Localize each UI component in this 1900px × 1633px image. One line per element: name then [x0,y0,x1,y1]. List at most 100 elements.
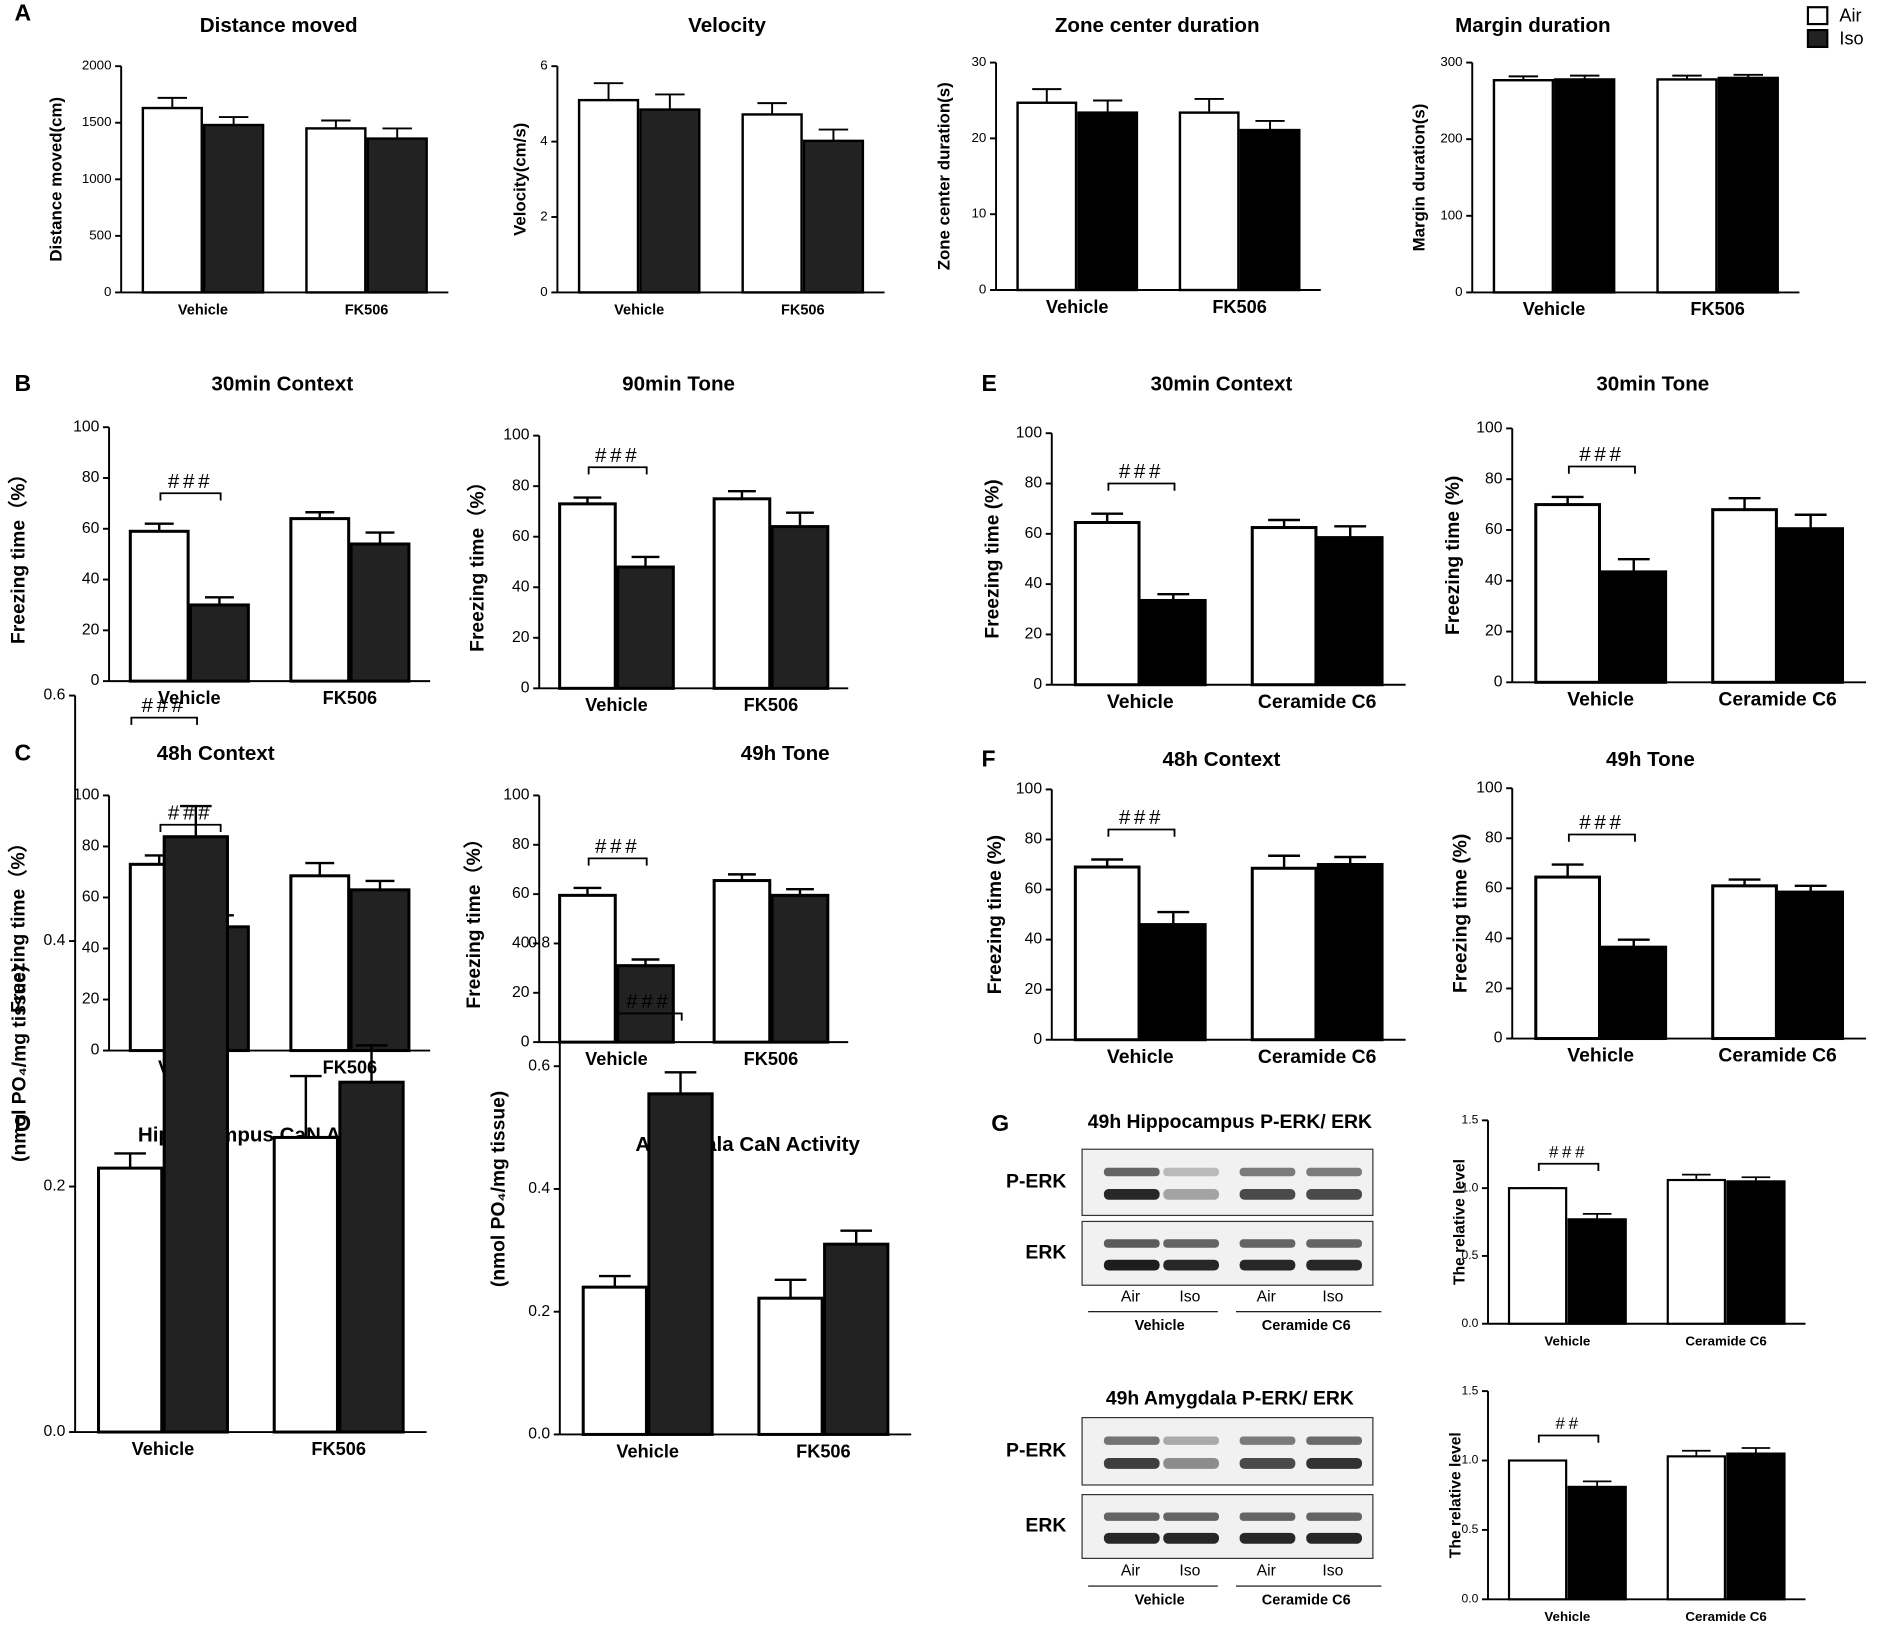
bar [289,874,351,1053]
bar [1316,863,1384,1042]
error-bar [1093,99,1123,113]
bar [1777,527,1845,684]
bar [741,113,803,294]
x-tick-label: Vehicle [1107,692,1174,713]
significance-label: ### [626,990,671,1013]
y-tick-label: 60 [1485,521,1503,538]
significance-label: ### [142,694,187,717]
y-tick-label: 80 [82,838,100,855]
chart-title: 30min Context [1151,373,1293,396]
error-bar [355,1044,388,1083]
y-tick-label: 0.6 [44,687,66,704]
error-bar [1091,858,1124,868]
error-bar [204,596,234,605]
y-tick-label: 40 [1485,572,1503,589]
chart-title: Velocity [688,14,766,37]
significance-bracket [159,823,222,832]
error-bar [573,886,602,896]
chart-title: 48h Context [1163,748,1281,771]
x-tick-label: Ceramide C6 [1258,692,1377,713]
blot-row-label: P-ERK [1006,1440,1066,1461]
y-tick-label: 100 [1016,781,1043,798]
y-tick-label: 60 [512,528,530,545]
y-tick-label: 6 [540,58,547,73]
error-bar [218,116,249,126]
error-bar [1508,75,1539,81]
y-tick-label: 20 [512,984,530,1001]
bar [558,893,617,1044]
blot-band [1239,1239,1296,1248]
bar [1534,503,1602,684]
error-bar [786,511,814,527]
blot-image [1081,1494,1374,1559]
x-tick-label: FK506 [781,302,825,318]
error-bar [1194,98,1224,113]
y-tick-label: 0.0 [44,1423,66,1440]
y-axis-label: Freezing time (%) [1443,476,1464,635]
blot-band [1103,1188,1160,1200]
bar [1656,78,1718,294]
y-tick-label: 200 [1440,131,1462,146]
y-tick-label: 80 [512,477,530,494]
blot-band [1103,1458,1160,1469]
error-bar [1551,495,1584,505]
error-bar [1617,938,1650,948]
blot-band [1163,1239,1220,1248]
error-bar [144,522,174,532]
error-bar [757,102,787,115]
bar [1711,884,1778,1041]
error-bar [599,1274,631,1288]
y-tick-label: 60 [1485,880,1503,897]
bar [1073,865,1141,1042]
blot-band [1306,1239,1362,1248]
y-tick-label: 0 [540,284,547,299]
x-tick-label: FK506 [323,1057,378,1077]
bar [639,108,701,294]
chart-title: 49h Tone [1606,748,1695,771]
bar [1139,598,1207,687]
blot-band [1306,1167,1362,1177]
y-tick-label: 0 [979,282,986,297]
bar [1016,101,1078,292]
blot-band [1306,1532,1362,1544]
x-tick-label: Vehicle [585,1049,648,1069]
bar [202,123,265,294]
y-tick-label: 80 [1025,831,1043,848]
y-tick-label: 40 [82,940,100,957]
bar [349,542,411,683]
y-axis-label: Zone center duration(s) [935,82,954,270]
y-tick-label: 80 [1025,475,1043,492]
bar [712,497,772,690]
y-tick-label: 1500 [82,114,112,129]
bar [366,137,428,294]
y-tick-label: 0 [104,284,111,299]
bar [581,1285,648,1436]
panel-label: G [991,1110,1009,1136]
blot-band [1306,1436,1362,1445]
blot-band [1103,1239,1160,1248]
blot-lane-label: Air [1257,1288,1276,1305]
y-tick-label: 1.0 [1461,1453,1478,1467]
legend-swatch [1806,6,1829,26]
significance-label: ### [1549,1142,1588,1161]
y-tick-label: 0.2 [528,1303,550,1320]
y-axis-label: The relative level [1448,1432,1465,1558]
error-bar [1334,855,1367,865]
y-tick-label: 0.6 [528,1057,550,1074]
error-bar [1728,878,1761,886]
y-tick-label: 0.4 [44,932,66,949]
bar [1666,1455,1726,1601]
bar [1726,1180,1786,1325]
y-tick-label: 60 [512,885,530,902]
bar [189,603,250,683]
error-bar [382,127,412,139]
blot-lane-label: Iso [1179,1563,1200,1580]
panel-label: E [982,370,997,396]
panel-label: C [15,740,32,766]
bar [1600,945,1668,1041]
y-tick-label: 0 [1033,1031,1042,1048]
y-tick-label: 1.5 [1461,1383,1478,1397]
y-tick-label: 20 [1025,981,1043,998]
chart-title: 30min Context [211,373,353,396]
x-tick-label: Vehicle [1567,690,1634,711]
